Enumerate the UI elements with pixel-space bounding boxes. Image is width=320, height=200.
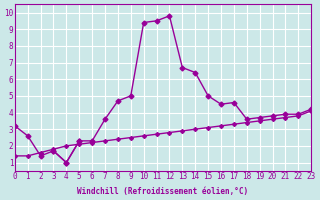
X-axis label: Windchill (Refroidissement éolien,°C): Windchill (Refroidissement éolien,°C) (77, 187, 249, 196)
